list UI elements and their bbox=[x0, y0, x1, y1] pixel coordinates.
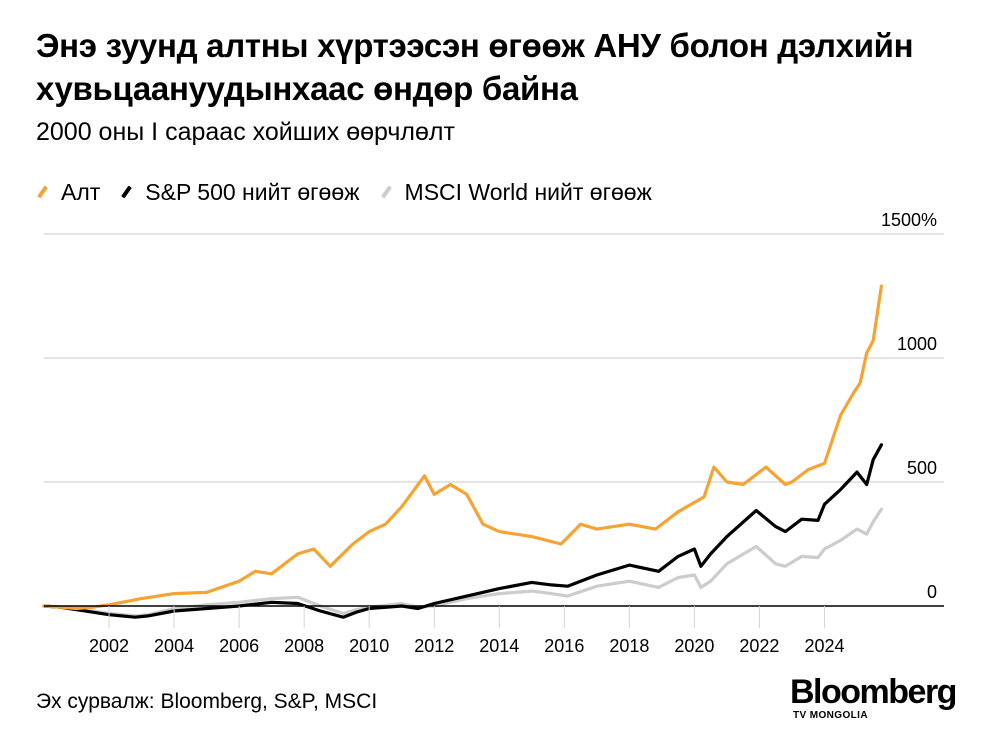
series-line-msci bbox=[42, 507, 883, 618]
series-layer bbox=[42, 284, 883, 619]
x-tick-label-2004: 2004 bbox=[154, 636, 194, 656]
legend-item-sp500: S&P 500 нийт өгөөж bbox=[120, 178, 360, 206]
y-tick-label-500: 500 bbox=[907, 458, 937, 478]
legend-label-sp500: S&P 500 нийт өгөөж bbox=[145, 178, 360, 205]
chart-subtitle: 2000 оны I сараас хойших өөрчлөлт bbox=[36, 118, 455, 146]
x-tick-label-2006: 2006 bbox=[219, 636, 259, 656]
bloomberg-logo: Bloomberg TV MONGOLIA bbox=[790, 674, 966, 722]
x-tick-label-2020: 2020 bbox=[674, 636, 714, 656]
grid-layer bbox=[44, 233, 944, 483]
x-tick-label-2022: 2022 bbox=[739, 636, 779, 656]
x-tick-label-2016: 2016 bbox=[544, 636, 584, 656]
source-note: Эх сурвалж: Bloomberg, S&P, MSCI bbox=[36, 690, 378, 713]
legend-item-gold: Алт bbox=[36, 179, 100, 206]
x-tick-label-2010: 2010 bbox=[349, 636, 389, 656]
y-tick-label-0: 0 bbox=[927, 582, 937, 602]
axis-layer: 0 500 1000 1500% 2002 2004 2006 2008 2010 2012 201… bbox=[44, 210, 944, 656]
x-tick-label-2024: 2024 bbox=[804, 636, 844, 656]
legend-label-gold: Алт bbox=[61, 178, 101, 205]
x-tick-label-2012: 2012 bbox=[414, 636, 454, 656]
x-tick-label-2014: 2014 bbox=[479, 636, 519, 656]
legend-item-msci: MSCI World нийт өгөөж bbox=[380, 179, 652, 206]
y-tick-label-1500: 1500% bbox=[881, 210, 937, 230]
legend-label-msci: MSCI World нийт өгөөж bbox=[404, 178, 652, 205]
series-line-gold bbox=[42, 284, 883, 611]
logo-wordmark: Bloomberg bbox=[790, 673, 957, 711]
x-tick-label-2018: 2018 bbox=[609, 636, 649, 656]
x-tick-label-2008: 2008 bbox=[284, 636, 324, 656]
logo-subtitle: TV MONGOLIA bbox=[793, 710, 868, 721]
x-tick-label-2002: 2002 bbox=[89, 636, 129, 656]
chart-title: Энэ зуунд алтны хүртээсэн өгөөж АНУ боло… bbox=[36, 27, 914, 107]
series-line-sp500 bbox=[42, 443, 883, 619]
legend: Алт S&P 500 нийт өгөөж MSCI World нийт ө… bbox=[36, 176, 672, 208]
y-tick-label-1000: 1000 bbox=[897, 334, 937, 354]
